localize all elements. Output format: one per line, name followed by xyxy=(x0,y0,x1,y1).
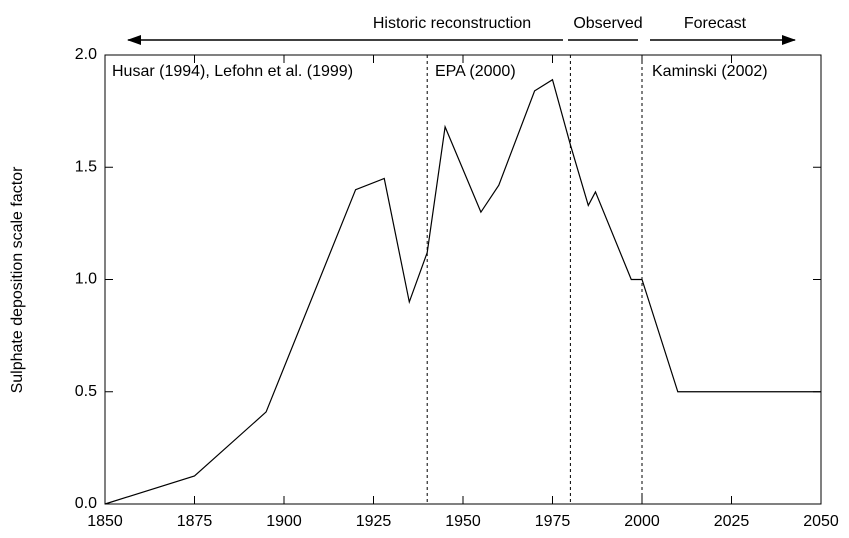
period-label: Observed xyxy=(573,15,642,32)
data-line xyxy=(104,78,821,505)
y-tick-label: 1.0 xyxy=(75,271,97,288)
x-tick-label: 2025 xyxy=(714,513,750,530)
x-tick-label: 1850 xyxy=(87,513,123,530)
y-axis-label: Sulphate deposition scale factor xyxy=(9,166,26,393)
x-tick-label: 2050 xyxy=(803,513,839,530)
x-tick-label: 1900 xyxy=(266,513,302,530)
annotation: EPA (2000) xyxy=(435,63,516,80)
x-tick-label: 1875 xyxy=(177,513,213,530)
period-label: Historic reconstruction xyxy=(373,15,531,32)
x-tick-label: 1950 xyxy=(445,513,481,530)
y-tick-label: 2.0 xyxy=(75,46,97,63)
plot-frame xyxy=(104,54,822,505)
annotation: Husar (1994), Lefohn et al. (1999) xyxy=(112,63,353,80)
y-tick-label: 0.5 xyxy=(75,383,97,400)
y-tick-label: 0.0 xyxy=(75,495,97,512)
x-tick-label: 1975 xyxy=(535,513,571,530)
y-tick-label: 1.5 xyxy=(75,158,97,175)
period-label: Forecast xyxy=(684,15,747,32)
x-tick-label: 2000 xyxy=(624,513,660,530)
x-tick-label: 1925 xyxy=(356,513,392,530)
annotation: Kaminski (2002) xyxy=(652,63,768,80)
